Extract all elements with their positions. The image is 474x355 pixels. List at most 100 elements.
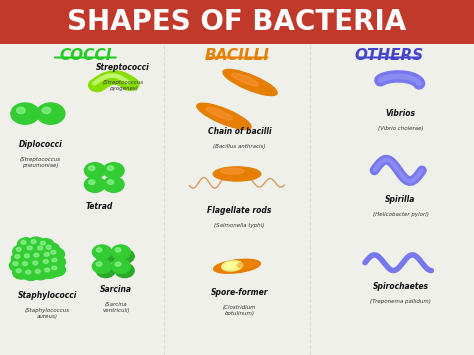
Circle shape bbox=[30, 251, 47, 263]
Circle shape bbox=[108, 166, 114, 170]
Circle shape bbox=[104, 71, 121, 84]
Circle shape bbox=[40, 241, 46, 245]
Circle shape bbox=[34, 253, 39, 257]
Ellipse shape bbox=[224, 262, 238, 269]
Circle shape bbox=[96, 263, 115, 278]
Text: OTHERS: OTHERS bbox=[354, 48, 423, 62]
Circle shape bbox=[21, 251, 38, 264]
Circle shape bbox=[52, 266, 57, 270]
Text: Staphylococci: Staphylococci bbox=[18, 291, 77, 300]
Circle shape bbox=[16, 247, 21, 251]
Circle shape bbox=[13, 266, 30, 279]
Circle shape bbox=[19, 259, 36, 272]
Text: Vibrios: Vibrios bbox=[385, 109, 416, 118]
Text: (Treponema pallidum): (Treponema pallidum) bbox=[370, 299, 431, 304]
Circle shape bbox=[9, 259, 27, 272]
Text: (Staphylococcus
aureus): (Staphylococcus aureus) bbox=[25, 308, 70, 319]
Ellipse shape bbox=[237, 261, 256, 268]
Circle shape bbox=[34, 244, 51, 256]
Circle shape bbox=[126, 80, 130, 84]
Circle shape bbox=[26, 270, 31, 274]
Circle shape bbox=[118, 76, 122, 79]
Circle shape bbox=[123, 79, 128, 82]
Circle shape bbox=[115, 248, 121, 252]
Circle shape bbox=[111, 259, 130, 273]
Text: SHAPES OF BACTERIA: SHAPES OF BACTERIA bbox=[67, 8, 407, 36]
Circle shape bbox=[47, 248, 64, 261]
Ellipse shape bbox=[232, 73, 259, 86]
Circle shape bbox=[51, 250, 56, 254]
Circle shape bbox=[48, 256, 65, 268]
Circle shape bbox=[115, 263, 134, 278]
Circle shape bbox=[52, 258, 57, 262]
Text: Sarcina: Sarcina bbox=[100, 285, 132, 294]
Circle shape bbox=[15, 255, 20, 258]
Circle shape bbox=[84, 163, 105, 178]
Circle shape bbox=[42, 107, 51, 114]
Text: Spirilla: Spirilla bbox=[385, 195, 416, 203]
Circle shape bbox=[11, 252, 28, 265]
Circle shape bbox=[18, 238, 35, 251]
Circle shape bbox=[122, 78, 139, 91]
Circle shape bbox=[115, 262, 121, 266]
Circle shape bbox=[22, 268, 39, 280]
Circle shape bbox=[45, 268, 50, 272]
Circle shape bbox=[24, 254, 29, 258]
Text: Tetrad: Tetrad bbox=[86, 202, 113, 211]
Circle shape bbox=[101, 72, 118, 84]
Circle shape bbox=[92, 82, 97, 85]
Text: Spirochaetes: Spirochaetes bbox=[373, 282, 428, 291]
Circle shape bbox=[35, 269, 40, 273]
Circle shape bbox=[111, 245, 130, 259]
Circle shape bbox=[41, 250, 58, 263]
Circle shape bbox=[40, 257, 57, 270]
Circle shape bbox=[89, 180, 95, 185]
Circle shape bbox=[95, 80, 100, 83]
Circle shape bbox=[96, 262, 102, 266]
Circle shape bbox=[105, 74, 110, 78]
Circle shape bbox=[31, 240, 36, 244]
Circle shape bbox=[37, 246, 43, 250]
Circle shape bbox=[84, 177, 105, 192]
Circle shape bbox=[27, 237, 45, 250]
FancyBboxPatch shape bbox=[0, 0, 474, 44]
Circle shape bbox=[99, 72, 116, 85]
Circle shape bbox=[115, 249, 134, 263]
Circle shape bbox=[111, 72, 128, 85]
Text: (Vibrio cholerae): (Vibrio cholerae) bbox=[378, 126, 423, 131]
Circle shape bbox=[96, 249, 115, 263]
Circle shape bbox=[97, 78, 102, 82]
Circle shape bbox=[27, 246, 32, 250]
Circle shape bbox=[119, 76, 137, 89]
Text: (Streptococcus
pyogenes): (Streptococcus pyogenes) bbox=[103, 80, 144, 91]
Circle shape bbox=[113, 74, 118, 77]
Ellipse shape bbox=[214, 259, 260, 273]
Text: (Streptococcus
pneumoniae): (Streptococcus pneumoniae) bbox=[20, 157, 61, 168]
Text: (Bacillus anthracis): (Bacillus anthracis) bbox=[213, 144, 265, 149]
Circle shape bbox=[92, 245, 111, 259]
Circle shape bbox=[107, 71, 124, 84]
Circle shape bbox=[89, 79, 106, 92]
Circle shape bbox=[110, 74, 115, 77]
Ellipse shape bbox=[220, 168, 244, 174]
Text: (Salmonella typhi): (Salmonella typhi) bbox=[214, 223, 264, 228]
Text: BACILLI: BACILLI bbox=[205, 48, 269, 62]
Circle shape bbox=[102, 75, 107, 79]
Circle shape bbox=[21, 240, 26, 244]
Circle shape bbox=[43, 260, 48, 263]
Text: Chain of bacilli: Chain of bacilli bbox=[208, 127, 271, 136]
Ellipse shape bbox=[213, 167, 261, 181]
Ellipse shape bbox=[206, 107, 233, 120]
Circle shape bbox=[115, 75, 120, 78]
Circle shape bbox=[41, 266, 58, 278]
Circle shape bbox=[29, 258, 46, 271]
Ellipse shape bbox=[223, 70, 277, 95]
Circle shape bbox=[48, 263, 65, 276]
Circle shape bbox=[96, 248, 102, 252]
Circle shape bbox=[36, 103, 65, 124]
Circle shape bbox=[22, 262, 27, 266]
Circle shape bbox=[94, 75, 111, 88]
Text: Streptococci: Streptococci bbox=[96, 63, 150, 72]
Text: (Sarcina
ventriculi): (Sarcina ventriculi) bbox=[102, 302, 130, 312]
Circle shape bbox=[109, 71, 126, 84]
